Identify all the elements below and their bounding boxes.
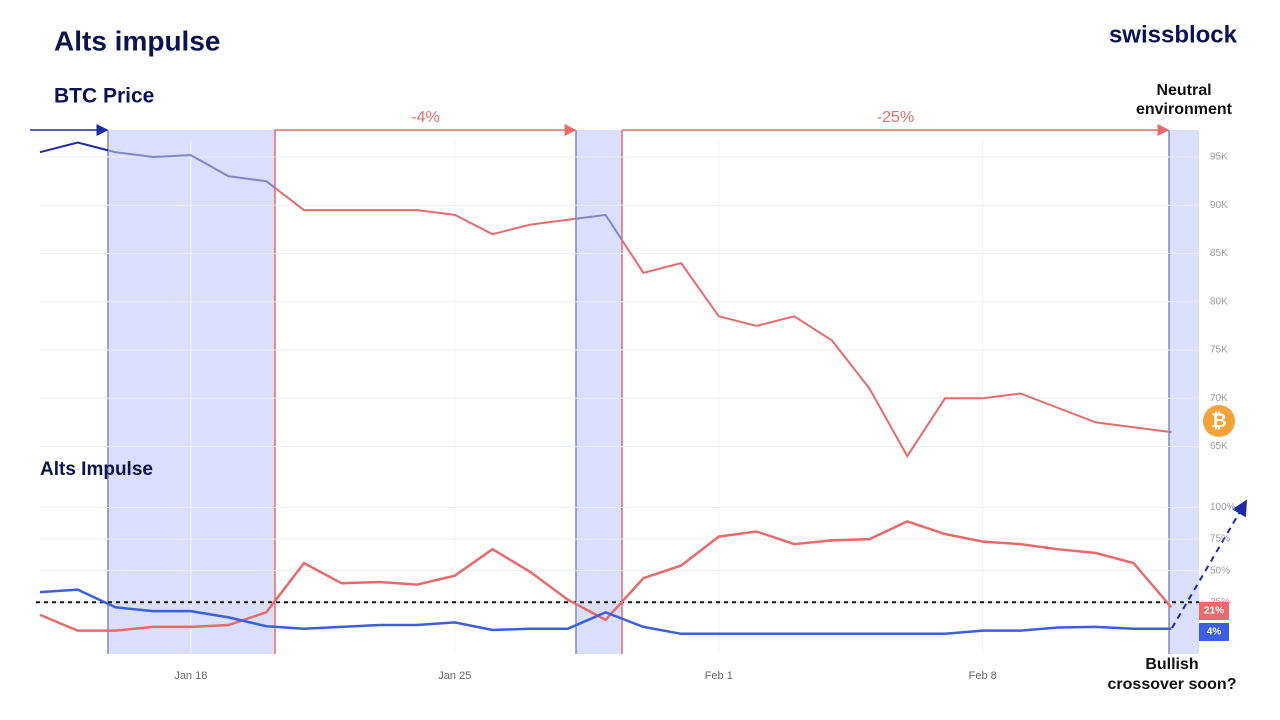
regime-band — [576, 130, 622, 654]
x-tick-label: Feb 1 — [705, 670, 733, 682]
annotation: -4% — [411, 109, 439, 126]
value-label: 21% — [1204, 606, 1224, 617]
y-tick-label: 50% — [1210, 565, 1230, 576]
note: environment — [1136, 101, 1233, 118]
x-tick-label: Jan 25 — [438, 670, 471, 682]
x-tick-label: Jan 18 — [174, 670, 207, 682]
y-tick-label: 85K — [1210, 248, 1228, 259]
value-tag — [1199, 602, 1229, 620]
regime-band — [1169, 130, 1199, 654]
y-tick-label: 75% — [1210, 534, 1230, 545]
note: Bullish — [1145, 656, 1198, 673]
panel-title: Alts Impulse — [40, 459, 153, 480]
regime-band — [108, 130, 275, 654]
y-tick-label: 90K — [1210, 200, 1228, 211]
impulse-line — [39, 588, 1172, 636]
note: Neutral — [1156, 82, 1211, 99]
page-title: Alts impulse — [54, 25, 220, 56]
y-tick-label: 100% — [1210, 502, 1236, 513]
arrow — [1171, 499, 1248, 629]
panel-title: BTC Price — [54, 85, 154, 108]
note: crossover soon? — [1108, 676, 1237, 693]
y-tick-label: 95K — [1210, 152, 1228, 163]
y-tick-label: 75K — [1210, 345, 1228, 356]
annotation: -25% — [877, 109, 914, 126]
value-label: 4% — [1207, 627, 1222, 638]
value-tag — [1199, 623, 1229, 641]
impulse-line — [39, 520, 1173, 632]
brand: swissblock — [1109, 21, 1238, 48]
btc-icon — [1203, 405, 1235, 437]
btc-icon-glyph: ₿ — [1211, 411, 1226, 432]
y-tick-label: 65K — [1210, 441, 1228, 452]
y-tick-label: 80K — [1210, 296, 1228, 307]
y-tick-label: 70K — [1210, 393, 1228, 404]
x-tick-label: Feb 8 — [969, 670, 997, 682]
